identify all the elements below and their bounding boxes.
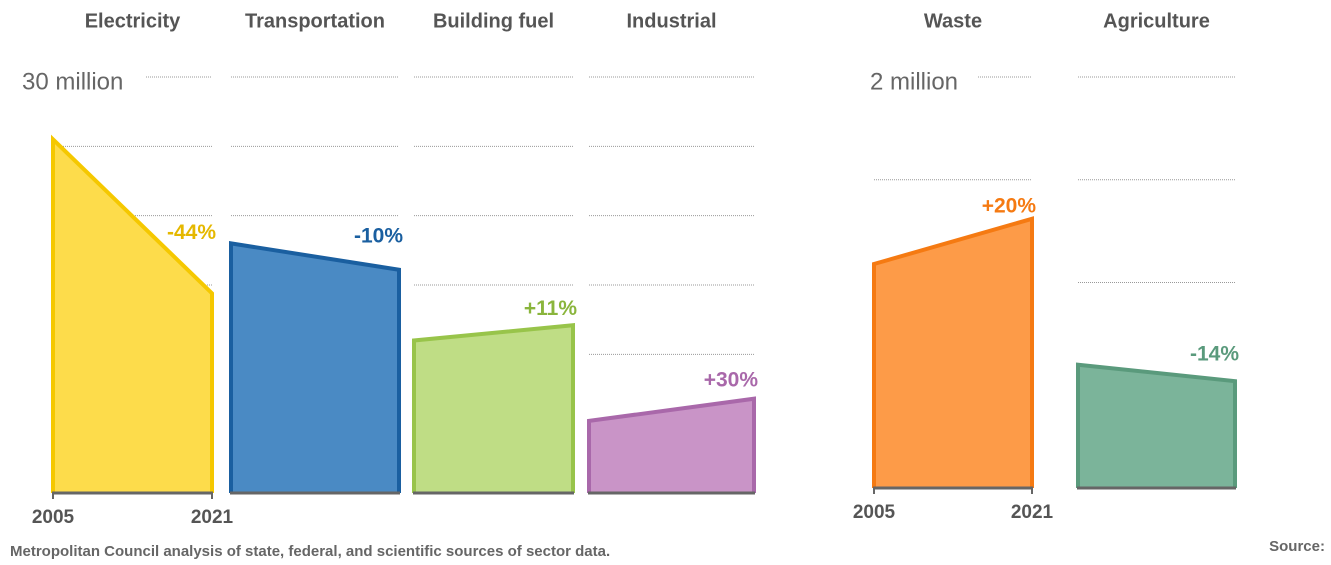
- panel-title: Waste: [924, 10, 982, 32]
- panel-title: Industrial: [626, 10, 716, 32]
- area: [231, 243, 399, 493]
- area-outline: [872, 216, 1034, 488]
- panel-title: Transportation: [245, 10, 385, 32]
- area: [53, 139, 212, 493]
- source-label: Source:: [1269, 538, 1325, 555]
- y-tick-label: 30 million: [22, 68, 123, 95]
- x-tick-label: 2005: [32, 507, 75, 528]
- panel-title: Electricity: [85, 10, 181, 32]
- panel-title: Agriculture: [1103, 10, 1210, 32]
- area: [1078, 364, 1235, 488]
- change-label: -10%: [354, 224, 403, 247]
- change-label: +20%: [982, 194, 1037, 217]
- area-outline: [412, 323, 575, 493]
- area-outline: [587, 396, 756, 493]
- change-label: -44%: [167, 221, 216, 244]
- x-tick-label: 2021: [1011, 502, 1054, 523]
- y-tick-label: 2 million: [870, 68, 958, 95]
- change-label: +11%: [524, 297, 577, 320]
- area: [589, 398, 754, 493]
- area-outline: [51, 134, 214, 493]
- area: [414, 325, 573, 493]
- area-outline: [1076, 362, 1237, 488]
- x-tick-label: 2005: [853, 502, 896, 523]
- change-label: +30%: [704, 368, 759, 391]
- change-label: -14%: [1190, 343, 1239, 366]
- source-text: Metropolitan Council analysis of state, …: [10, 543, 610, 560]
- area: [874, 218, 1032, 489]
- panel-title: Building fuel: [433, 10, 554, 32]
- x-tick-label: 2021: [191, 507, 234, 528]
- area-outline: [229, 241, 401, 493]
